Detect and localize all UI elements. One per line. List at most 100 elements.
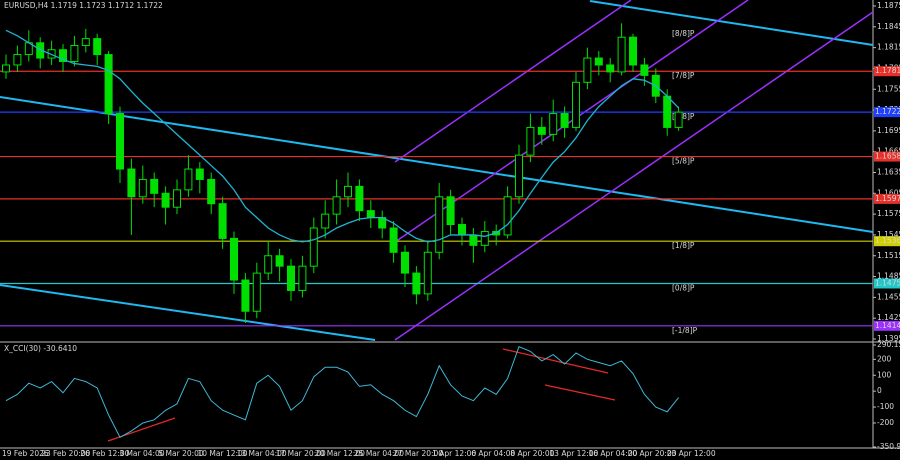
time-label: 6 Apr 04:00: [471, 449, 515, 458]
time-label: 13 Mar 04:00: [237, 449, 287, 458]
time-label: 20 Mar 12:00: [315, 449, 365, 458]
level-price-box: [874, 278, 900, 289]
candle-body: [150, 178, 159, 194]
time-label: 19 Feb 2026: [2, 449, 49, 458]
y-tick-label: -200: [877, 418, 894, 427]
candle-body: [423, 251, 432, 295]
time-label: 26 Feb 12:00: [80, 449, 129, 458]
candle-body: [252, 272, 261, 312]
y-tick-label: 1.1845: [877, 22, 900, 31]
y-tick-label: 1.1395: [877, 334, 900, 343]
level-tag: [1/8]P: [672, 241, 695, 250]
divergence-line: [107, 417, 176, 442]
candle-body: [195, 168, 204, 180]
level-price-label: 1.1475: [875, 279, 900, 288]
candle-body: [173, 189, 181, 208]
candle-body: [264, 255, 273, 274]
level-price-box: [874, 193, 900, 204]
candle-body: [515, 154, 523, 198]
level-price-box: [874, 236, 900, 247]
level-price-label: 1.1597: [875, 194, 900, 203]
candle-body: [207, 178, 216, 205]
candle-body: [674, 111, 683, 128]
trend-line: [0, 96, 874, 233]
time-label: 23 Feb 20:00: [41, 449, 90, 458]
y-tick-label: 200: [877, 354, 892, 363]
trend-line: [0, 284, 376, 341]
time-label: 17 Mar 20:00: [276, 449, 326, 458]
candle-body: [583, 57, 592, 83]
candle-body: [572, 81, 580, 128]
candle-body: [81, 38, 90, 47]
candle-body: [275, 255, 284, 267]
level-tag: [7/8]P: [672, 71, 695, 80]
level-tag: [6/8]P: [672, 112, 695, 121]
candle-body: [127, 168, 136, 198]
y-tick-label: 1.1455: [877, 292, 900, 301]
level-price-label: 1.1722: [875, 107, 900, 116]
candle-body: [629, 36, 637, 66]
level-tag: [-1/8]P: [672, 326, 698, 335]
y-tick-label: 1.1635: [877, 168, 900, 177]
candle-body: [287, 265, 295, 291]
candle-body: [435, 196, 444, 253]
candle-body: [401, 251, 409, 274]
candle-body: [663, 95, 672, 128]
panel-title: X_CCI(30) -30.6410: [4, 344, 77, 353]
y-tick-label: 100: [877, 370, 892, 379]
y-tick-label: 1.1425: [877, 313, 900, 322]
y-tick-label: -350.9733: [877, 442, 900, 451]
level-tag: [8/8]P: [672, 29, 695, 38]
candle-body: [138, 178, 147, 198]
panel-title: EURUSD,H4 1.1719 1.1723 1.1712 1.1722: [4, 1, 163, 10]
level-price-label: 1.1658: [875, 152, 900, 161]
candle-body: [218, 203, 227, 239]
level-price-box: [874, 66, 900, 77]
y-tick-label: 0: [877, 386, 882, 395]
level-price-label: 1.1414: [875, 321, 900, 330]
channel-line: [394, 11, 874, 341]
level-price-box: [874, 151, 900, 162]
candle-body: [93, 38, 102, 56]
level-price-label: 1.1781: [875, 66, 900, 75]
time-label: 23 Apr 12:00: [667, 449, 716, 458]
trend-line: [589, 0, 874, 46]
candle-body: [309, 227, 318, 267]
candle-body: [332, 196, 341, 215]
candle-body: [355, 185, 364, 212]
candle-body: [321, 213, 330, 229]
candle-body: [480, 230, 489, 246]
y-tick-label: 1.1875: [877, 1, 900, 10]
level-tag: [0/8]P: [672, 284, 695, 293]
time-label: 5 Mar 20:00: [158, 449, 204, 458]
y-tick-label: 1.1575: [877, 209, 900, 218]
y-tick-label: 1.1545: [877, 230, 900, 239]
level-price-box: [874, 107, 900, 118]
candle-body: [594, 57, 603, 66]
y-tick-label: 1.1515: [877, 251, 900, 260]
candle-body: [526, 126, 535, 156]
time-label: 27 Mar 20:00: [393, 449, 443, 458]
candle-body: [549, 113, 558, 135]
y-tick-label: -100: [877, 402, 894, 411]
candle-body: [230, 237, 238, 281]
y-tick-label: 1.1485: [877, 272, 900, 281]
candle-body: [298, 265, 307, 291]
moving-average: [5, 29, 680, 243]
candle-body: [469, 234, 478, 246]
divergence-line: [502, 348, 609, 374]
level-tag: [5/8]P: [672, 157, 695, 166]
channel-line: [394, 0, 632, 163]
trend-lines: [0, 0, 874, 442]
candle-body: [184, 168, 193, 191]
candle-body: [560, 113, 569, 128]
y-tick-label: 1.1815: [877, 43, 900, 52]
time-label: 20 Apr 20:00: [628, 449, 677, 458]
time-label: 16 Apr 04:00: [589, 449, 638, 458]
candle-body: [344, 185, 352, 198]
candle-body: [366, 210, 375, 219]
y-tick-label: 1.1755: [877, 84, 900, 93]
candle-body: [537, 126, 546, 135]
candle-body: [241, 279, 250, 312]
